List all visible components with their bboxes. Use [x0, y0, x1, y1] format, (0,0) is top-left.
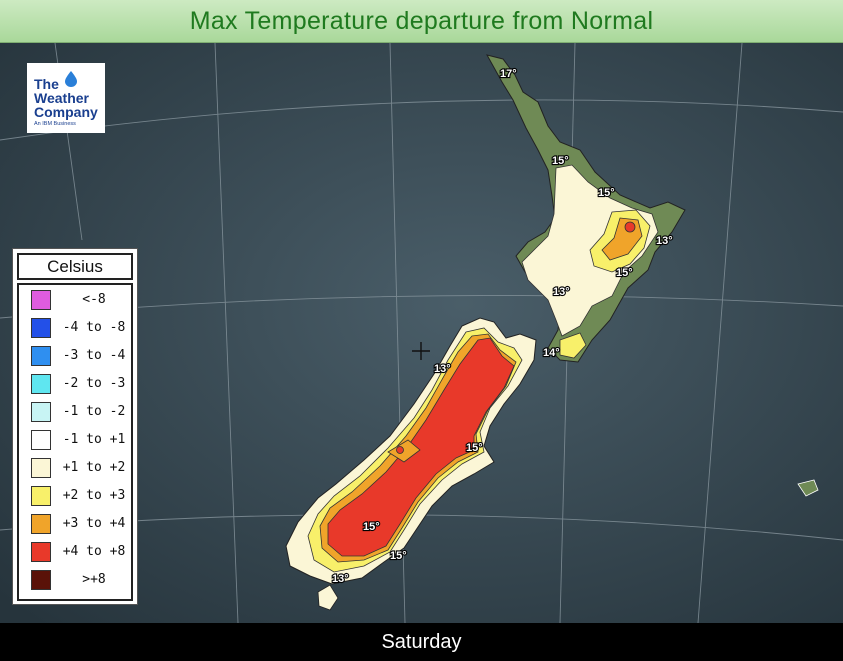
water-drop-icon [65, 71, 77, 87]
logo-line-1: The [34, 76, 59, 92]
temperature-labels: 17° 15° 15° 13° 15° 13° 14° 13° 15° 15° … [331, 67, 674, 586]
legend-item: +4 to +8 [25, 542, 129, 564]
legend: Celsius <-8 -4 to -8 -3 to -4 -2 to -3 -… [12, 248, 138, 605]
legend-swatch [31, 486, 51, 506]
ocean-background [0, 43, 843, 623]
legend-body: <-8 -4 to -8 -3 to -4 -2 to -3 -1 to -2 … [17, 283, 133, 601]
map-title: Max Temperature departure from Normal [189, 6, 654, 35]
logo-line-2: Weather [34, 90, 89, 106]
weather-company-logo: The Weather Company An IBM Business [27, 63, 105, 133]
legend-label: >+8 [82, 572, 106, 587]
south-island-hotspot [396, 446, 404, 454]
legend-swatch [31, 430, 51, 450]
north-island-anomaly-plus4 [624, 221, 636, 233]
logo-tagline: An IBM Business [34, 121, 76, 127]
temp-label: 13° [656, 235, 673, 247]
temp-label: 15° [552, 155, 569, 167]
logo-line-3: Company [34, 104, 98, 120]
day-label: Saturday [381, 630, 462, 653]
legend-label: +1 to +2 [62, 460, 126, 475]
temp-label: 15° [616, 267, 633, 279]
temp-label: 15° [466, 442, 483, 454]
legend-label: -1 to -2 [62, 404, 126, 419]
legend-label: +3 to +4 [62, 516, 126, 531]
legend-swatch [31, 318, 51, 338]
temp-label: 14° [543, 347, 560, 359]
legend-item: >+8 [25, 570, 129, 592]
legend-item: +1 to +2 [25, 458, 129, 480]
legend-swatch [31, 402, 51, 422]
south-island [285, 317, 537, 611]
legend-item: -1 to -2 [25, 402, 129, 424]
temp-label: 15° [598, 187, 615, 199]
legend-label: -4 to -8 [62, 320, 126, 335]
legend-swatch [31, 570, 51, 590]
chatham-islands [797, 479, 819, 497]
legend-item: <-8 [25, 290, 129, 312]
legend-swatch [31, 346, 51, 366]
temp-label: 13° [434, 363, 451, 375]
footer-bar: Saturday [0, 623, 843, 661]
legend-item: +2 to +3 [25, 486, 129, 508]
legend-label: -1 to +1 [62, 432, 126, 447]
legend-label: -2 to -3 [62, 376, 126, 391]
legend-heading: Celsius [17, 253, 133, 280]
temp-label: 13° [553, 286, 570, 298]
legend-label: <-8 [82, 292, 106, 307]
legend-item: -2 to -3 [25, 374, 129, 396]
legend-item: -3 to -4 [25, 346, 129, 368]
stewart-island [317, 584, 339, 611]
legend-label: +4 to +8 [62, 544, 126, 559]
temp-label: 15° [363, 521, 380, 533]
map-area[interactable]: 17° 15° 15° 13° 15° 13° 14° 13° 15° 15° … [0, 43, 843, 623]
temp-label: 17° [500, 68, 517, 80]
wellington-anomaly [559, 332, 587, 359]
legend-label: -3 to -4 [62, 348, 126, 363]
crosshair-icon [412, 342, 430, 360]
title-bar: Max Temperature departure from Normal [0, 0, 843, 43]
legend-swatch [31, 514, 51, 534]
north-island [486, 54, 686, 363]
south-island-anomaly-plus3-inner [387, 439, 421, 463]
legend-label: +2 to +3 [62, 488, 126, 503]
legend-swatch [31, 458, 51, 478]
legend-swatch [31, 542, 51, 562]
legend-item: +3 to +4 [25, 514, 129, 536]
legend-item: -4 to -8 [25, 318, 129, 340]
legend-swatch [31, 374, 51, 394]
temp-label: 15° [390, 550, 407, 562]
legend-swatch [31, 290, 51, 310]
temp-label: 13° [332, 573, 349, 585]
legend-item: -1 to +1 [25, 430, 129, 452]
